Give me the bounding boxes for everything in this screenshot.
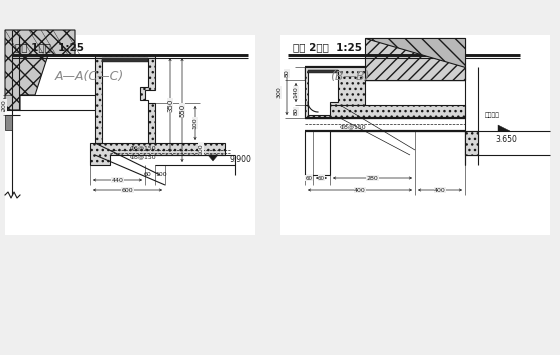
Polygon shape (365, 38, 465, 80)
Text: Φ8@150: Φ8@150 (130, 154, 157, 159)
Polygon shape (365, 38, 465, 67)
Text: 100: 100 (193, 117, 198, 129)
Bar (5, 115, 12, 130)
Bar (305, 105, 465, 118)
Polygon shape (305, 67, 365, 80)
Text: 200: 200 (2, 99, 7, 111)
Polygon shape (102, 58, 148, 143)
Polygon shape (90, 143, 225, 165)
Text: 3.650: 3.650 (495, 136, 517, 144)
Bar (5, 35, 255, 235)
Text: (B—B): (B—B) (330, 70, 370, 83)
Bar (280, 35, 550, 235)
Polygon shape (208, 155, 218, 161)
Polygon shape (498, 125, 510, 131)
Bar (305, 67, 465, 80)
Text: 440: 440 (111, 178, 123, 182)
Text: 80: 80 (284, 70, 290, 77)
Text: 350: 350 (167, 98, 173, 112)
Bar (102, 58, 148, 62)
Polygon shape (95, 55, 155, 143)
Polygon shape (305, 67, 365, 118)
Polygon shape (308, 70, 338, 115)
Text: 60: 60 (318, 175, 325, 180)
Text: 100: 100 (155, 173, 167, 178)
Bar (308, 70, 338, 73)
Text: 9.900: 9.900 (230, 155, 252, 164)
Text: 400: 400 (434, 187, 446, 192)
Text: 280: 280 (367, 175, 379, 180)
Text: 140: 140 (293, 87, 298, 98)
Text: 400: 400 (354, 187, 366, 192)
Text: 楼板前席: 楼板前席 (485, 112, 500, 118)
Text: A—A(C—C): A—A(C—C) (55, 70, 124, 83)
Text: 檐口 1详图  1:25: 檐口 1详图 1:25 (15, 42, 84, 52)
Text: Φ8@150: Φ8@150 (340, 125, 367, 130)
Polygon shape (5, 30, 75, 110)
Text: 80: 80 (293, 108, 298, 115)
Text: 550: 550 (179, 103, 185, 117)
Text: 60: 60 (144, 173, 152, 178)
Text: 檐口 2详图  1:25: 檐口 2详图 1:25 (293, 42, 362, 52)
Text: 600: 600 (122, 187, 133, 192)
Text: 300: 300 (277, 87, 282, 98)
Text: 60: 60 (306, 175, 312, 180)
Text: 100: 100 (198, 143, 203, 155)
Text: Φ6@150: Φ6@150 (130, 146, 157, 151)
Bar (465, 131, 478, 155)
